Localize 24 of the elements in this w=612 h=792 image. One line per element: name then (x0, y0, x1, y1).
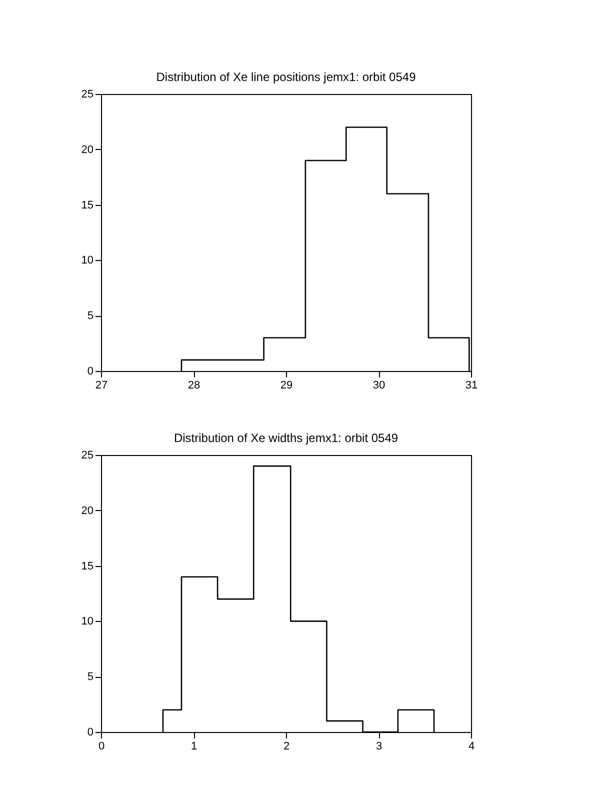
x-tick-label: 2 (283, 740, 290, 752)
x-tick-label: 4 (468, 740, 475, 752)
y-tick-label: 15 (81, 199, 94, 212)
y-tick-label: 15 (81, 560, 94, 572)
x-tick-label: 1 (190, 740, 198, 752)
y-tick-label: 10 (81, 616, 94, 628)
y-tick-label: 0 (87, 726, 94, 738)
x-tick-label: 28 (188, 380, 200, 392)
x-tick-label: 0 (98, 740, 105, 752)
chart-title: Distribution of Xe line positions jemx1: orbit 0549 (156, 70, 416, 84)
y-tick-label: 5 (87, 310, 94, 322)
x-tick-label: 31 (465, 380, 478, 392)
y-tick-label: 10 (81, 254, 94, 267)
x-tick-label: 3 (376, 740, 382, 752)
y-tick-label: 20 (81, 144, 94, 156)
chart-title: Distribution of Xe widths jemx1: orbit 0549 (174, 431, 398, 445)
y-tick-label: 0 (87, 366, 94, 378)
y-tick-label: 5 (87, 671, 94, 684)
y-tick-label: 25 (81, 88, 94, 100)
x-tick-label: 27 (95, 380, 108, 392)
x-tick-label: 29 (280, 380, 293, 392)
y-tick-label: 25 (81, 450, 94, 462)
y-tick-label: 20 (81, 504, 94, 517)
x-tick-label: 30 (372, 380, 386, 392)
